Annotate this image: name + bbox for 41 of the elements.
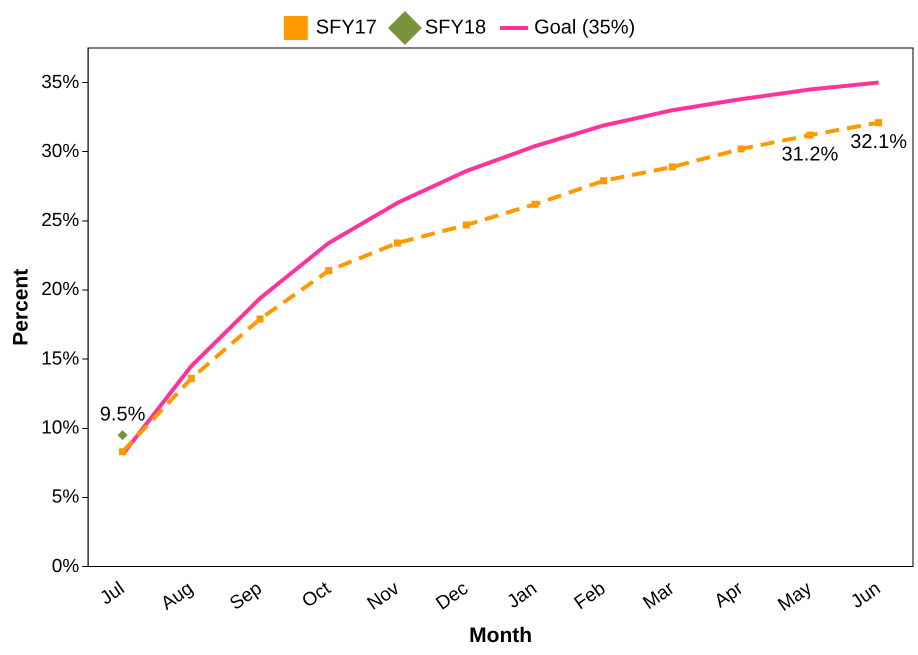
legend-label: SFY17 (316, 16, 377, 39)
point (118, 430, 128, 440)
x-tick-label: Sep (226, 578, 266, 615)
point (462, 221, 470, 229)
x-tick-label: Aug (157, 578, 198, 615)
point (600, 177, 608, 184)
legend-label: SFY18 (424, 16, 486, 39)
x-tick-label: Jan (504, 578, 541, 613)
data-label: 9.5% (100, 404, 146, 426)
y-tick-label: 0% (52, 556, 80, 577)
point (119, 448, 126, 456)
x-tick-label: Nov (364, 578, 404, 615)
x-axis-title: Month (469, 624, 532, 648)
y-tick-label: 20% (41, 279, 80, 300)
point (256, 315, 264, 323)
x-tick-label: Dec (432, 578, 472, 615)
point (875, 119, 882, 126)
point (531, 200, 539, 208)
data-label: 31.2% (782, 144, 838, 166)
x-tick-label: Oct (298, 578, 336, 612)
x-tick-label: Apr (710, 578, 748, 612)
x-tick-label: Jun (847, 578, 885, 613)
point (806, 132, 814, 139)
y-tick-label: 30% (41, 140, 80, 162)
x-tick-label: May (774, 578, 816, 616)
point (325, 267, 332, 274)
point (188, 374, 195, 382)
y-tick-label: 35% (41, 72, 80, 93)
point (394, 239, 402, 247)
legend-label: Goal (35%) (534, 16, 636, 39)
x-tick-label: Feb (570, 578, 610, 614)
x-tick-label: Jul (96, 578, 128, 610)
data-label: 32.1% (850, 131, 908, 154)
y-tick-label: 10% (41, 417, 80, 438)
x-tick-label: Mar (639, 578, 679, 614)
y-tick-label: 5% (52, 486, 80, 508)
y-axis-title: Percent (9, 268, 32, 346)
point (738, 145, 745, 152)
point (668, 163, 676, 170)
y-tick-label: 15% (41, 348, 80, 370)
y-tick-label: 25% (41, 210, 80, 232)
